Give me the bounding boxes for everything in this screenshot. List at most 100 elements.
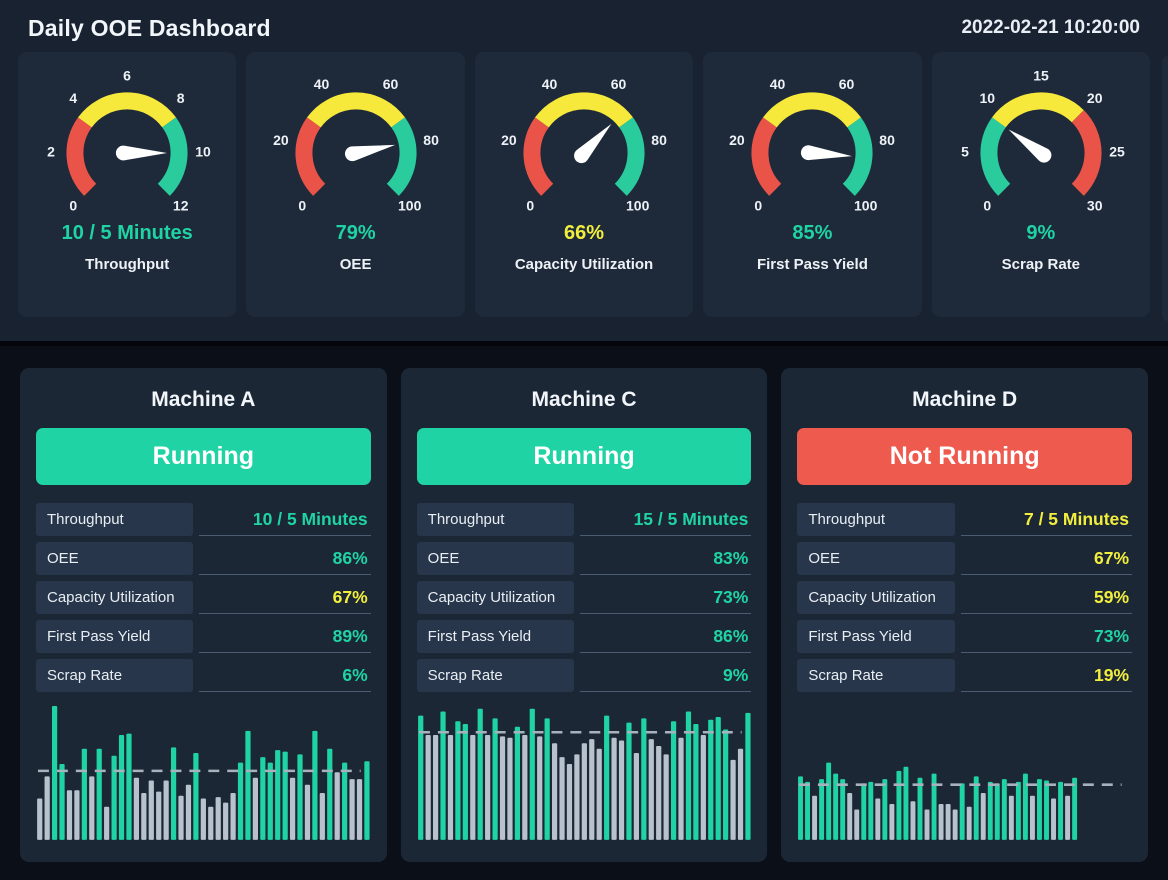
metric-table: Throughput 10 / 5 Minutes OEE 86% Capacity U… xyxy=(36,503,371,693)
trend-bar xyxy=(596,748,602,841)
gauge-tick-label: 60 xyxy=(839,76,855,92)
trend-bar xyxy=(454,721,461,841)
gauge-title: Throughput xyxy=(85,256,170,273)
trend-bar xyxy=(931,773,937,841)
gauge-zone xyxy=(157,117,188,196)
trend-bar xyxy=(319,793,325,841)
gauge-card-oee: 0 20 40 60 80 100 79% OEE xyxy=(246,52,465,317)
gauge-tick-label: 20 xyxy=(501,132,517,148)
gauge-zone xyxy=(535,92,633,128)
metric-value: 15 / 5 Minutes xyxy=(579,503,752,537)
status-banner[interactable]: Not Running xyxy=(797,428,1133,486)
trend-bar xyxy=(425,735,431,841)
status-banner[interactable]: Running xyxy=(36,428,371,486)
trend-bar xyxy=(924,809,930,841)
metric-row: Capacity Utilization 73% xyxy=(416,581,752,615)
trend-bar xyxy=(499,736,505,841)
trend-bar xyxy=(133,777,140,841)
metric-label: Scrap Rate xyxy=(797,659,955,693)
metric-row: Capacity Utilization 67% xyxy=(36,581,371,615)
trend-bar xyxy=(1016,782,1022,841)
gauge-tick-label: 8 xyxy=(177,90,185,106)
trend-bar xyxy=(334,772,340,841)
metric-row: First Pass Yield 73% xyxy=(797,620,1133,654)
gauge-title: OEE xyxy=(339,256,372,273)
trend-bar xyxy=(678,737,684,841)
gauge-tick-label: 4 xyxy=(70,90,78,106)
trend-bar xyxy=(805,782,811,841)
gauge-title: Scrap Rate xyxy=(1001,256,1081,273)
metric-row: OEE 83% xyxy=(416,542,752,576)
metric-value: 86% xyxy=(199,542,371,576)
gauge-tick-label: 80 xyxy=(880,132,896,148)
gauge-tick-label: 60 xyxy=(382,76,398,92)
machine-card-machine-d: Machine D Not Running Throughput 7 / 5 Minu… xyxy=(781,368,1149,862)
trend-bar xyxy=(967,806,972,841)
gauge-value: 66% xyxy=(564,222,605,244)
trend-bar xyxy=(507,737,513,841)
trend-bar xyxy=(156,791,162,841)
gauge-tick-label: 80 xyxy=(651,132,667,148)
trend-bar xyxy=(89,776,95,841)
trend-bar xyxy=(588,739,595,841)
trend-bar xyxy=(260,757,266,841)
gauge-tick-label: 6 xyxy=(123,68,131,84)
trend-bar xyxy=(364,761,370,841)
trend-bar xyxy=(995,783,1001,841)
metric-label: Throughput xyxy=(416,503,574,537)
gauge-value: 85% xyxy=(792,222,833,244)
trend-bar xyxy=(938,804,944,841)
status-banner[interactable]: Running xyxy=(416,428,752,486)
metric-table: Throughput 7 / 5 Minutes OEE 67% Capacity Ut… xyxy=(797,503,1133,693)
trend-bar xyxy=(200,798,206,841)
trend-bar xyxy=(104,806,110,841)
metric-label: First Pass Yield xyxy=(416,620,574,654)
trend-bar xyxy=(875,798,881,841)
metric-row: OEE 86% xyxy=(36,542,371,576)
trend-bar xyxy=(840,779,846,841)
trend-bar xyxy=(737,748,743,841)
gauge-zone xyxy=(295,117,326,196)
gauge-tick-label: 0 xyxy=(526,197,534,213)
metric-value: 19% xyxy=(960,659,1133,693)
gauge-zone xyxy=(66,117,97,196)
trend-bar xyxy=(707,719,714,841)
trend-bar xyxy=(477,708,483,841)
gauge-card-throughput: 0 2 4 6 8 10 12 10 / 5 Minutes Throughput xyxy=(18,52,237,317)
gauge-zone xyxy=(78,92,177,128)
trend-chart-machine-c xyxy=(417,708,751,841)
gauge-oee: 0 20 40 60 80 100 xyxy=(273,76,439,213)
gauge-zone xyxy=(523,117,554,196)
trend-bar xyxy=(854,809,860,841)
gauge-tick-label: 5 xyxy=(961,144,969,160)
gauge-row: 0 2 4 6 8 10 12 10 / 5 Minutes Throughput 0 20 40 60… xyxy=(18,52,1151,317)
gauge-tick-label: 80 xyxy=(423,132,439,148)
trend-bar xyxy=(685,711,691,841)
trend-bar xyxy=(223,802,229,841)
trend-bar xyxy=(917,777,923,841)
metric-value: 67% xyxy=(960,542,1133,576)
trend-bar xyxy=(889,804,895,841)
trend-bar xyxy=(745,713,751,841)
trend-bar xyxy=(663,754,669,841)
trend-bar xyxy=(730,760,736,841)
trend-bar xyxy=(910,801,916,841)
machine-title: Machine C xyxy=(531,388,637,411)
gauge-tick-label: 40 xyxy=(313,76,329,92)
trend-bar xyxy=(633,753,639,841)
trend-bar xyxy=(847,793,853,841)
trend-bar xyxy=(581,743,587,841)
gauge-value: 9% xyxy=(1026,222,1056,244)
machine-title: Machine D xyxy=(912,388,1018,411)
metric-label: OEE xyxy=(797,542,955,576)
metric-row: Throughput 15 / 5 Minutes xyxy=(416,503,752,537)
trend-bar xyxy=(700,735,706,841)
trend-bar xyxy=(868,782,874,841)
gauge-tick-label: 25 xyxy=(1109,144,1125,160)
metric-value: 6% xyxy=(199,659,371,693)
metric-row: Throughput 10 / 5 Minutes xyxy=(36,503,371,537)
metric-value: 59% xyxy=(960,581,1133,615)
header-bar: Daily OOE Dashboard 2022-02-21 10:20:00 xyxy=(18,0,1150,52)
trend-bar xyxy=(1051,798,1057,841)
trend-bar xyxy=(603,715,609,841)
